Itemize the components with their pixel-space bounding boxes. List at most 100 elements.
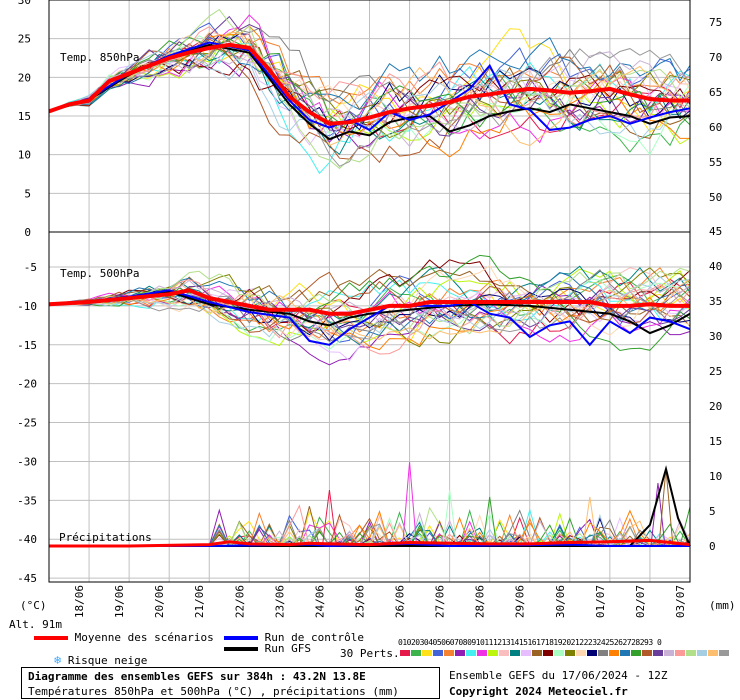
pert-swatch [521, 650, 531, 656]
member-500-line [48, 279, 691, 340]
member-850-line [48, 25, 690, 158]
x-tick-label: 25/06 [353, 585, 366, 618]
member-850-line [48, 39, 691, 167]
pert-swatch [477, 650, 487, 656]
pert-swatch [499, 650, 509, 656]
pert-swatch [664, 650, 674, 656]
pert-swatch [653, 650, 663, 656]
x-tick-label: 21/06 [193, 585, 206, 618]
y-tick-label-500: -30 [17, 455, 37, 468]
y-tick-right-850: 70 [709, 51, 722, 64]
member-500-line [48, 294, 691, 340]
control-run-500 [48, 289, 691, 347]
perts-numbers: 0102030405060708091011121314151617181920… [398, 638, 662, 647]
y-tick-label-850: 10 [18, 149, 31, 162]
legend-mean: Moyenne des scénarios [34, 631, 214, 644]
member-850-line [48, 26, 691, 127]
y-tick-label-500: -45 [17, 572, 37, 585]
pert-swatch [554, 650, 564, 656]
gfs-run-500 [48, 290, 691, 335]
y-tick-right-500: 15 [709, 435, 722, 448]
member-850-line [48, 50, 691, 142]
pert-swatch [422, 650, 432, 656]
y-tick-label-850: 30 [18, 0, 31, 7]
pert-swatch [488, 650, 498, 656]
y-tick-right-850: 60 [709, 121, 722, 134]
x-tick-label: 27/06 [434, 585, 447, 618]
x-tick-label: 26/06 [394, 585, 407, 618]
pert-swatch [444, 650, 454, 656]
mean-850 [48, 42, 690, 126]
member-500-line [48, 278, 691, 351]
pert-swatch [466, 650, 476, 656]
pert-swatch [510, 650, 520, 656]
y-tick-right-500: 35 [709, 295, 722, 308]
y-tick-label-500: -5 [24, 261, 37, 274]
pert-swatch [565, 650, 575, 656]
member-precip-peak [321, 489, 337, 547]
y-tick-label-850: 0 [24, 226, 31, 239]
member-precip-peak [582, 496, 598, 547]
pert-swatch [576, 650, 586, 656]
member-precip-peak [442, 489, 458, 547]
main-series [48, 41, 691, 548]
control-swatch [224, 636, 258, 640]
y-tick-label-850: 20 [18, 71, 31, 84]
panel-title-850: Temp. 850hPa [60, 51, 139, 64]
y-tick-right-500: 10 [709, 470, 722, 483]
y-tick-right-500: 20 [709, 400, 722, 413]
altitude-label: Alt. 91m [9, 618, 62, 631]
x-tick-label: 24/06 [313, 585, 326, 618]
pert-swatch [686, 650, 696, 656]
y-tick-right-850: 65 [709, 86, 722, 99]
mean-precip [49, 538, 691, 548]
y-tick-label-850: 15 [18, 110, 31, 123]
plot-frame [48, 0, 691, 583]
gfs-swatch [224, 647, 258, 651]
legend-mean-label: Moyenne des scénarios [74, 631, 214, 644]
y-tick-right-500: 40 [709, 260, 722, 273]
pert-swatch [587, 650, 597, 656]
pert-swatch [400, 650, 410, 656]
x-tick-label: 22/06 [233, 585, 246, 618]
x-tick-label: 19/06 [113, 585, 126, 618]
y-tick-right-500: 25 [709, 365, 722, 378]
x-tick-label: 01/07 [594, 585, 607, 618]
x-tick-label: 18/06 [73, 585, 86, 618]
pert-swatch [532, 650, 542, 656]
pert-swatch [598, 650, 608, 656]
y-tick-right-850: 55 [709, 156, 722, 169]
panel-title-500: Temp. 500hPa [60, 267, 139, 280]
member-precip-peak [402, 461, 418, 547]
pert-swatch [697, 650, 707, 656]
y-tick-label-500: -25 [17, 417, 37, 430]
pert-swatch [631, 650, 641, 656]
y-tick-label-500: -40 [17, 533, 37, 546]
pert-swatch [411, 650, 421, 656]
legend-gfs: Run GFS [224, 642, 311, 655]
member-precip-peak [482, 496, 498, 547]
pert-swatch [620, 650, 630, 656]
y-tick-right-850: 75 [709, 16, 722, 29]
y-tick-right-500: 30 [709, 330, 722, 343]
x-tick-label: 30/06 [554, 585, 567, 618]
pert-swatch [719, 650, 729, 656]
pert-swatch [455, 650, 465, 656]
member-850-line [48, 41, 691, 146]
footer-box: Diagramme des ensembles GEFS sur 384h : … [21, 667, 440, 699]
pert-swatch [642, 650, 652, 656]
y-tick-right-500: 45 [709, 225, 722, 238]
y-tick-right-500: 5 [709, 505, 716, 518]
mean-500 [48, 288, 690, 316]
legend-gfs-label: Run GFS [264, 642, 311, 655]
footer-title: Diagramme des ensembles GEFS sur 384h : … [28, 670, 366, 683]
y-tick-right-850: 50 [709, 191, 722, 204]
pert-swatch [675, 650, 685, 656]
y-tick-label-500: -15 [17, 339, 37, 352]
perts-label: 30 Perts. [340, 647, 400, 660]
x-tick-label: 29/06 [514, 585, 527, 618]
legend-control-label: Run de contrôle [264, 631, 364, 644]
y-tick-label-500: -10 [17, 300, 37, 313]
x-tick-label: 02/07 [634, 585, 647, 618]
right-unit-label: (mm) [709, 599, 736, 612]
